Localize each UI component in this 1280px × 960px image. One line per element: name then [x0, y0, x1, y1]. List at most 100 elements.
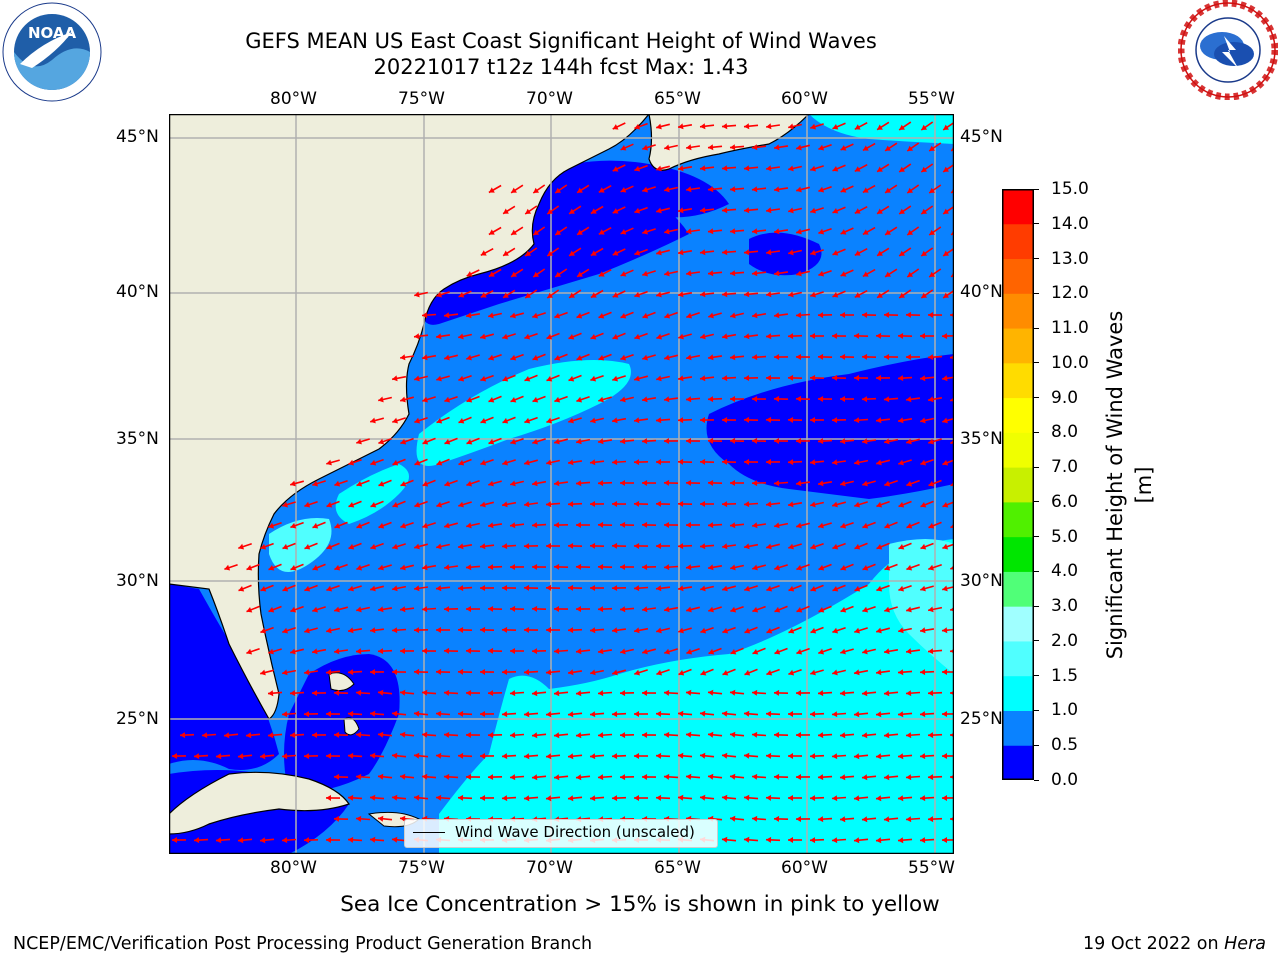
- wave-direction-arrowhead: [656, 207, 662, 214]
- wave-direction-arrowhead: [907, 187, 914, 193]
- wave-direction-arrowhead: [414, 627, 420, 634]
- wave-direction-arrowhead: [290, 522, 297, 529]
- wave-direction-arrowhead: [612, 166, 619, 172]
- wave-direction-arrowhead: [590, 459, 596, 466]
- wave-direction-arrowhead: [885, 271, 891, 277]
- wave-direction-arrowhead: [928, 312, 934, 318]
- wave-direction-arrowhead: [334, 815, 340, 822]
- colorbar-segment: [1002, 397, 1034, 433]
- wave-direction-arrowhead: [796, 648, 803, 655]
- wave-direction-arrowhead: [744, 249, 750, 256]
- wave-direction-arrowhead: [392, 627, 398, 634]
- wave-direction-arrowhead: [510, 397, 517, 403]
- wave-direction-arrowhead: [634, 165, 641, 172]
- wave-direction-arrowhead: [862, 353, 868, 360]
- wave-direction-arrowhead: [422, 396, 428, 403]
- wave-direction-arrowhead: [898, 375, 904, 382]
- colorbar-tick: [1034, 466, 1039, 468]
- wave-direction-arrowhead: [488, 271, 495, 277]
- wave-direction-arrowhead: [422, 564, 428, 571]
- wave-direction-arrowhead: [480, 669, 485, 675]
- wave-direction-arrowhead: [854, 795, 860, 802]
- wave-direction-arrowhead: [238, 543, 244, 550]
- wave-direction-arrowhead: [832, 711, 838, 718]
- wave-direction-arrowhead: [569, 292, 575, 298]
- wave-direction-arrowhead: [612, 292, 619, 298]
- wave-direction-arrowhead: [862, 480, 868, 487]
- wave-direction-arrowhead: [700, 710, 706, 717]
- wave-direction-arrowhead: [877, 292, 883, 298]
- lon-tick-bottom-55w: 55°W: [908, 858, 955, 878]
- wave-direction-arrowhead: [576, 732, 582, 739]
- colorbar-segment: [1002, 536, 1034, 572]
- wave-direction-arrowhead: [524, 417, 531, 424]
- wave-direction-arrowhead: [686, 396, 692, 403]
- wave-direction-arrowhead: [642, 228, 648, 235]
- wave-direction-arrowhead: [268, 648, 274, 655]
- colorbar-tick-label: 2.0: [1051, 630, 1079, 651]
- wave-direction-arrowhead: [378, 689, 384, 696]
- colorbar-segment: [1002, 501, 1034, 538]
- wave-direction-arrowhead: [774, 564, 780, 571]
- wave-direction-arrowhead: [744, 752, 750, 759]
- wave-direction-arrowhead: [678, 249, 684, 256]
- wave-direction-arrowhead: [480, 585, 485, 591]
- wave-direction-arrowhead: [348, 627, 354, 634]
- wave-direction-arrowhead: [642, 732, 648, 738]
- wave-direction-arrowhead: [334, 564, 341, 571]
- wave-direction-arrowhead: [752, 312, 758, 319]
- wave-direction-arrowhead: [929, 145, 936, 151]
- wave-direction-arrowhead: [488, 397, 495, 403]
- wave-direction-arrowhead: [612, 208, 619, 214]
- wave-direction-arrowhead: [774, 773, 780, 780]
- wave-direction-arrowhead: [928, 732, 934, 739]
- wave-direction-arrowhead: [554, 648, 560, 655]
- colorbar-segment: [1002, 640, 1034, 677]
- wave-direction-arrowhead: [921, 292, 928, 298]
- colorbar-tick-label: 11.0: [1051, 318, 1089, 339]
- wave-direction-arrowhead: [524, 795, 530, 802]
- wave-direction-arrowhead: [876, 375, 881, 381]
- wave-direction-arrowhead: [678, 333, 684, 340]
- wave-direction-arrowhead: [612, 627, 618, 634]
- wave-direction-arrowhead: [503, 292, 509, 298]
- wave-direction-arrowhead: [620, 606, 626, 613]
- wave-direction-arrowhead: [818, 270, 825, 277]
- wave-direction-arrowhead: [766, 628, 773, 634]
- wave-direction-arrowhead: [326, 753, 331, 759]
- colorbar-label: Significant Height of Wind Waves [m]: [1103, 310, 1156, 660]
- wave-direction-arrowhead: [260, 586, 267, 592]
- wave-direction-arrowhead: [906, 480, 913, 487]
- wave-direction-arrowhead: [634, 795, 639, 801]
- wave-direction-arrowhead: [642, 438, 648, 445]
- wave-direction-arrowhead: [818, 690, 824, 697]
- wave-direction-arrowhead: [546, 543, 551, 549]
- colorbar-tick-label: 0.0: [1051, 770, 1079, 790]
- wave-direction-arrowhead: [722, 836, 728, 843]
- wave-direction-arrowhead: [899, 292, 905, 298]
- wave-direction-arrowhead: [854, 627, 860, 634]
- wave-direction-arrowhead: [304, 753, 310, 760]
- wave-direction-arrowhead: [458, 794, 464, 801]
- colorbar-tick: [1034, 675, 1039, 677]
- wave-direction-arrowhead: [744, 836, 750, 843]
- wave-direction-arrowhead: [876, 459, 882, 466]
- wave-direction-arrowhead: [370, 752, 376, 759]
- lat-tick-right-25n: 25°N: [960, 709, 1003, 729]
- wave-direction-arrowhead: [620, 438, 626, 445]
- wave-direction-arrowhead: [656, 417, 662, 424]
- wave-direction-arrowhead: [942, 627, 948, 634]
- nws-logo: [1177, 0, 1279, 101]
- wave-direction-arrowhead: [774, 648, 781, 655]
- wave-direction-arrowhead: [898, 627, 904, 634]
- wave-direction-arrowhead: [810, 795, 816, 802]
- wave-direction-arrowhead: [796, 480, 802, 487]
- wave-direction-arrowhead: [708, 648, 715, 655]
- wave-direction-arrowhead: [414, 710, 420, 717]
- wave-direction-arrowhead: [928, 480, 935, 487]
- wave-direction-arrowhead: [678, 375, 684, 382]
- wave-direction-arrowhead: [524, 333, 531, 340]
- wave-direction-arrowhead: [598, 606, 604, 613]
- wave-direction-arrowhead: [722, 585, 728, 592]
- wave-direction-arrowhead: [920, 375, 926, 382]
